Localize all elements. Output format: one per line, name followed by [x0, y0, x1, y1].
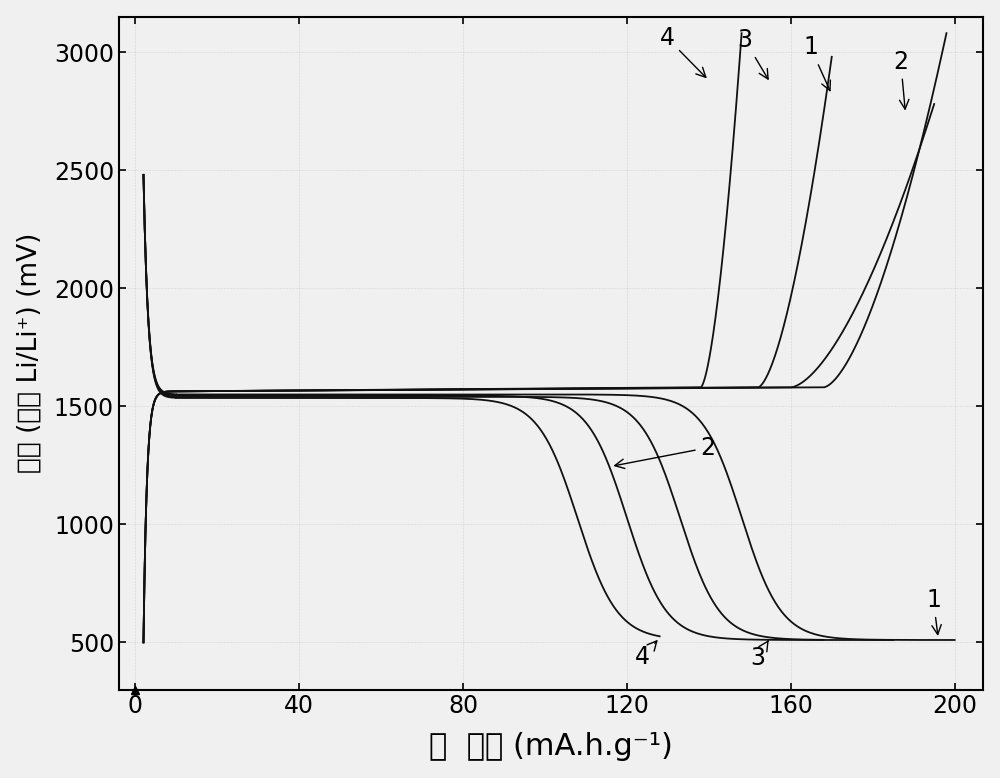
Y-axis label: 电压 (相对 Li/Li⁺) (mV): 电压 (相对 Li/Li⁺) (mV): [17, 233, 43, 473]
Text: 2: 2: [893, 50, 909, 109]
X-axis label: 比  容量 (mA.h.g⁻¹): 比 容量 (mA.h.g⁻¹): [429, 732, 673, 762]
Text: 2: 2: [615, 436, 716, 468]
Text: 1: 1: [803, 36, 830, 91]
Text: 3: 3: [738, 28, 768, 79]
Text: 4: 4: [660, 26, 706, 77]
Text: 1: 1: [926, 588, 941, 635]
Text: 3: 3: [750, 640, 768, 670]
Text: 4: 4: [635, 641, 657, 669]
